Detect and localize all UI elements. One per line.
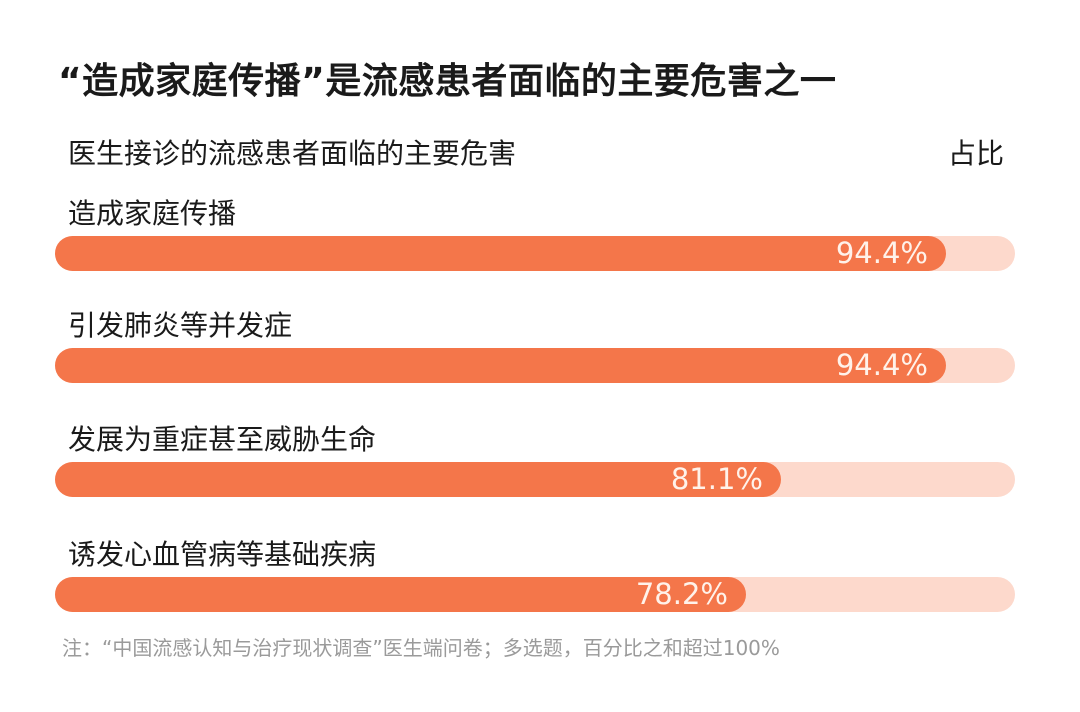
category-header: 医生接诊的流感患者面临的主要危害 — [68, 137, 517, 170]
data-label: 81.1% — [670, 462, 763, 496]
bar: 78.2% — [55, 577, 746, 612]
chart-title: “造成家庭传播”是流感患者面临的主要危害之一 — [58, 61, 837, 102]
category-label: 造成家庭传播 — [68, 197, 237, 230]
bar-track: 94.4% — [55, 348, 1015, 383]
footnote: 注：“中国流感认知与治疗现状调查”医生端问卷；多选题，百分比之和超过100% — [62, 636, 780, 660]
bar-track: 81.1% — [55, 462, 1015, 497]
bar-track: 78.2% — [55, 577, 1015, 612]
data-label: 78.2% — [635, 577, 728, 611]
bar: 94.4% — [55, 236, 946, 271]
bar: 94.4% — [55, 348, 946, 383]
value-header: 占比 — [947, 137, 1004, 170]
bar: 81.1% — [55, 462, 781, 497]
category-label: 引发肺炎等并发症 — [68, 309, 293, 342]
category-label: 发展为重症甚至威胁生命 — [68, 423, 377, 456]
data-label: 94.4% — [835, 348, 928, 382]
bar-track: 94.4% — [55, 236, 1015, 271]
data-label: 94.4% — [835, 236, 928, 270]
category-label: 诱发心血管病等基础疾病 — [68, 538, 377, 571]
